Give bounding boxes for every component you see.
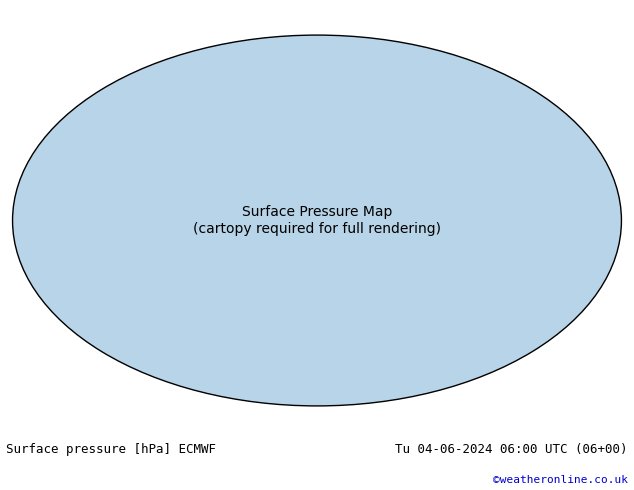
Text: Surface pressure [hPa] ECMWF: Surface pressure [hPa] ECMWF	[6, 442, 216, 456]
Text: Surface Pressure Map
(cartopy required for full rendering): Surface Pressure Map (cartopy required f…	[193, 205, 441, 236]
Text: ©weatheronline.co.uk: ©weatheronline.co.uk	[493, 475, 628, 485]
Text: Tu 04-06-2024 06:00 UTC (06+00): Tu 04-06-2024 06:00 UTC (06+00)	[395, 442, 628, 456]
Ellipse shape	[13, 35, 621, 406]
